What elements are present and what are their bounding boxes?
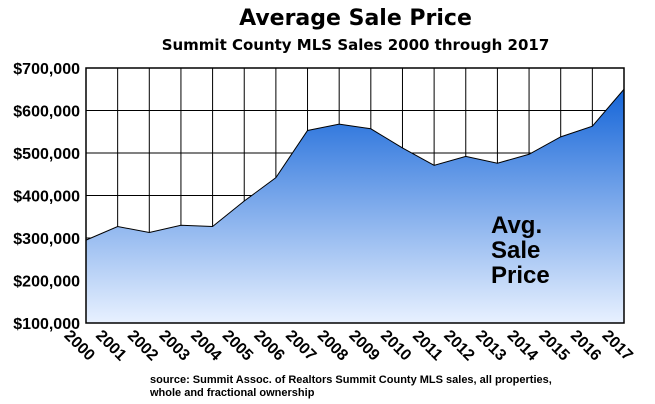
x-tick-label: 2005: [219, 327, 256, 364]
x-tick-label: 2000: [61, 327, 98, 364]
area-series-line: [85, 88, 625, 241]
y-tick-label: $400,000: [13, 189, 80, 206]
y-tick-label: $200,000: [13, 274, 80, 291]
x-tick-label: 2008: [314, 327, 351, 364]
x-tick-label: 2006: [250, 327, 287, 364]
source-line-2: whole and fractional ownership: [150, 387, 315, 399]
x-tick-label: 2002: [124, 327, 161, 364]
x-tick-label: 2016: [567, 327, 604, 364]
annotation-line: Sale: [491, 237, 540, 264]
plot-frame: [85, 67, 625, 324]
y-tick-label: $100,000: [13, 316, 80, 333]
y-tick-label: $600,000: [13, 104, 80, 121]
y-tick-label: $700,000: [13, 61, 80, 78]
chart-subtitle: Summit County MLS Sales 2000 through 201…: [161, 36, 550, 54]
x-tick-label: 2003: [156, 327, 193, 364]
annotation-line: Price: [491, 262, 550, 289]
source-note: source: Summit Assoc. of Realtors Summit…: [150, 374, 630, 400]
x-tick-label: 2010: [377, 327, 414, 364]
x-tick-label: 2004: [187, 327, 224, 364]
x-tick-label: 2017: [599, 327, 636, 364]
chart-title: Average Sale Price: [239, 6, 472, 31]
x-tick-label: 2011: [409, 328, 446, 365]
x-tick-label: 2009: [345, 327, 382, 364]
area-series: [86, 89, 624, 323]
x-tick-label: 2015: [535, 327, 572, 364]
x-tick-label: 2007: [282, 327, 319, 364]
x-tick-label: 2013: [472, 327, 509, 364]
source-line-1: source: Summit Assoc. of Realtors Summit…: [150, 374, 552, 386]
annotation-line: Avg.: [491, 212, 542, 239]
x-tick-label: 2012: [440, 327, 477, 364]
y-tick-label: $500,000: [13, 146, 80, 163]
x-tick-label: 2001: [92, 327, 129, 364]
y-tick-label: $300,000: [13, 231, 80, 248]
x-tick-label: 2014: [504, 327, 541, 364]
